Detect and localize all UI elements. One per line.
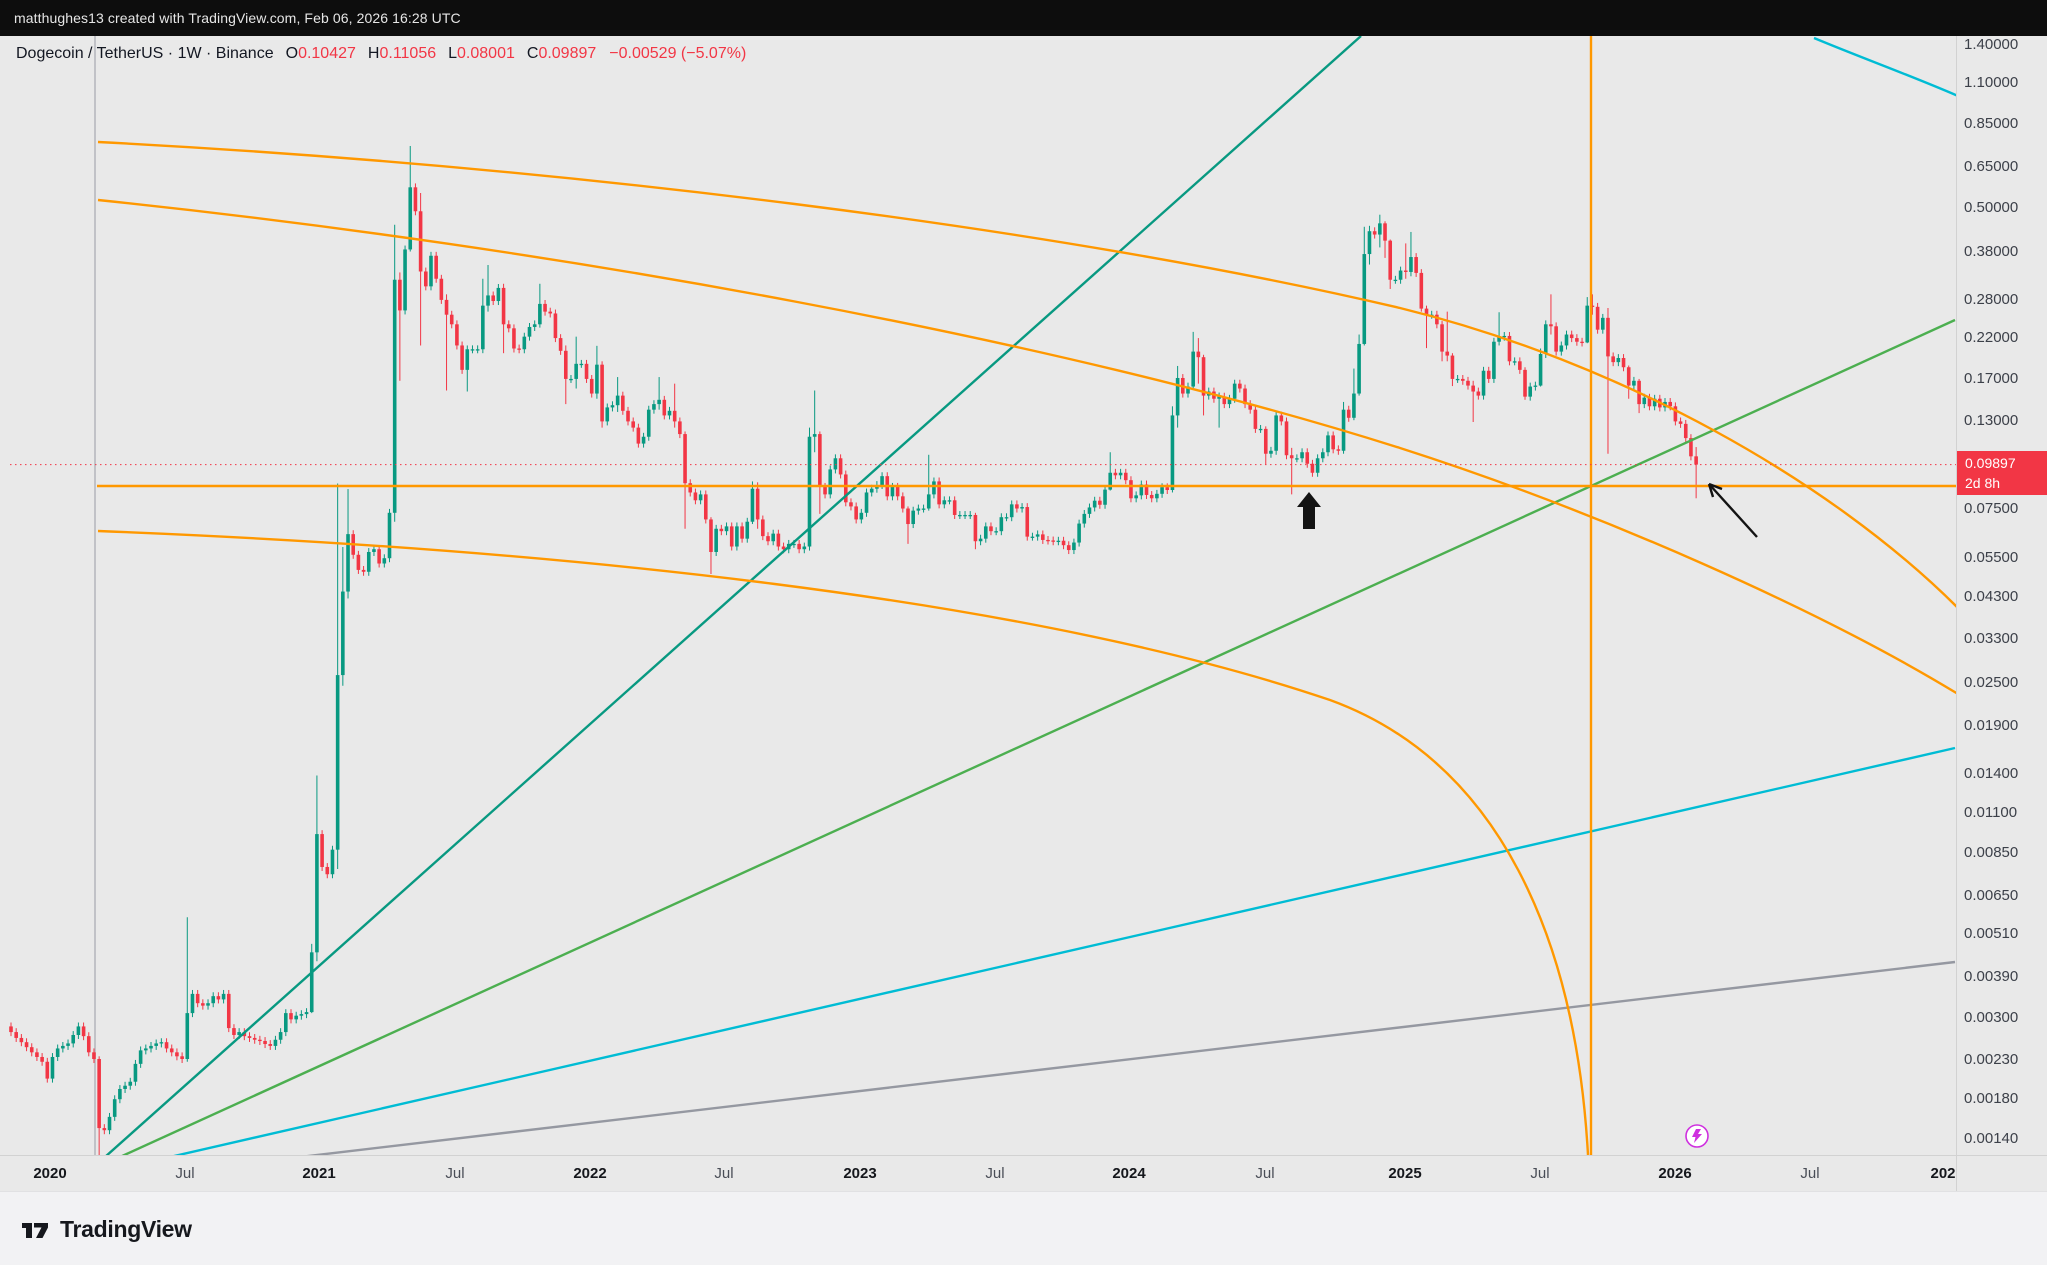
- price-axis-label: 0.65000: [1964, 157, 2019, 175]
- time-axis-label-month: Jul: [1530, 1165, 1550, 1182]
- footer: TradingView: [0, 1191, 2047, 1265]
- price-axis-label: 0.00230: [1964, 1051, 2019, 1069]
- price-axis-label: 0.00510: [1964, 925, 2019, 943]
- price-axis-label: 0.00300: [1964, 1009, 2019, 1027]
- tradingview-logo-icon[interactable]: [20, 1214, 50, 1244]
- ohlc-low: L0.08001: [448, 45, 515, 62]
- cyan-trendline[interactable]: [170, 746, 1956, 1157]
- time-axis-label-year: 2022: [573, 1165, 607, 1182]
- time-axis-label-year: 2021: [302, 1165, 336, 1182]
- orange-arc-top[interactable]: [97, 140, 1958, 609]
- black-up-arrow-marker[interactable]: [1297, 492, 1321, 529]
- current-price-label: 0.09897 2d 8h: [1957, 451, 2047, 495]
- symbol-title: Dogecoin / TetherUS · 1W · Binance: [16, 45, 274, 62]
- price-axis-label: 0.00850: [1964, 844, 2019, 862]
- time-axis[interactable]: 2020 Jul 2021 Jul 2022 Jul 2023 Jul 2024 Jul 2025 J…: [0, 1155, 2047, 1192]
- time-axis-label-month: Jul: [445, 1165, 465, 1182]
- attribution-text: matthughes13 created with TradingView.co…: [14, 10, 461, 26]
- sketch-arrow[interactable]: [1707, 482, 1758, 538]
- orange-arc-mid[interactable]: [97, 198, 1958, 695]
- teal-trendline[interactable]: [105, 36, 1362, 1157]
- time-axis-label-year: 2023: [843, 1165, 877, 1182]
- axis-separator: [1956, 36, 1957, 1191]
- time-axis-label-year: 2025: [1388, 1165, 1422, 1182]
- green-trendline[interactable]: [120, 318, 1956, 1157]
- price-axis-label: 0.05500: [1964, 548, 2019, 566]
- price-axis[interactable]: 1.40000 1.10000 0.85000 0.65000 0.50000 0.380…: [1956, 36, 2047, 1155]
- symbol-ohlc-legend[interactable]: Dogecoin / TetherUS · 1W · Binance O0.10…: [16, 45, 746, 63]
- price-axis-label: 1.40000: [1964, 36, 2019, 53]
- price-axis-label: 0.38000: [1964, 242, 2019, 260]
- price-axis-label: 0.03300: [1964, 629, 2019, 647]
- price-axis-label: 0.50000: [1964, 199, 2019, 217]
- ohlc-close: C0.09897: [526, 45, 597, 62]
- time-axis-label-year: 202: [1930, 1165, 1956, 1182]
- price-axis-label: 0.28000: [1964, 290, 2019, 308]
- time-axis-label-year: 2020: [33, 1165, 67, 1182]
- ohlc-open: O0.10427: [285, 45, 356, 62]
- candlestick-series: [9, 145, 1698, 1155]
- price-axis-label: 0.01400: [1964, 765, 2019, 783]
- bar-countdown: 2d 8h: [1965, 475, 2001, 491]
- price-axis-label: 0.07500: [1964, 499, 2019, 517]
- price-axis-label: 0.00390: [1964, 967, 2019, 985]
- purple-event-icon[interactable]: [1685, 1124, 1709, 1148]
- price-axis-label: 0.85000: [1964, 115, 2019, 133]
- time-axis-label-month: Jul: [1800, 1165, 1820, 1182]
- price-axis-label: 0.13000: [1964, 412, 2019, 430]
- current-price-value: 0.09897: [1965, 455, 2016, 471]
- cyan-arc-topright[interactable]: [1813, 36, 1958, 97]
- time-axis-label-year: 2024: [1112, 1165, 1146, 1182]
- price-axis-label: 1.10000: [1964, 74, 2019, 92]
- price-axis-label: 0.01100: [1964, 803, 2018, 821]
- tradingview-wordmark[interactable]: TradingView: [60, 1215, 192, 1242]
- plot-area: [9, 36, 1958, 1157]
- time-axis-label-month: Jul: [714, 1165, 734, 1182]
- price-axis-label: 0.01900: [1964, 716, 2019, 734]
- ohlc-high: H0.11056: [367, 45, 437, 62]
- time-axis-label-month: Jul: [985, 1165, 1005, 1182]
- price-axis-label: 0.00140: [1964, 1130, 2019, 1147]
- price-axis-label: 0.04300: [1964, 587, 2019, 605]
- gray-trendline[interactable]: [300, 960, 1956, 1157]
- time-axis-label-month: Jul: [1255, 1165, 1275, 1182]
- price-axis-label: 0.00650: [1964, 886, 2019, 904]
- snapshot-attribution-bar: matthughes13 created with TradingView.co…: [0, 0, 2047, 36]
- time-axis-label-month: Jul: [175, 1165, 195, 1182]
- time-axis-label-year: 2026: [1658, 1165, 1692, 1182]
- price-change: −0.00529 (−5.07%): [609, 45, 747, 62]
- price-axis-label: 0.02500: [1964, 673, 2019, 691]
- price-axis-label: 0.00180: [1964, 1090, 2019, 1108]
- orange-arc-steep[interactable]: [97, 529, 1590, 1155]
- price-axis-label: 0.17000: [1964, 369, 2019, 387]
- price-axis-label: 0.22000: [1964, 329, 2019, 347]
